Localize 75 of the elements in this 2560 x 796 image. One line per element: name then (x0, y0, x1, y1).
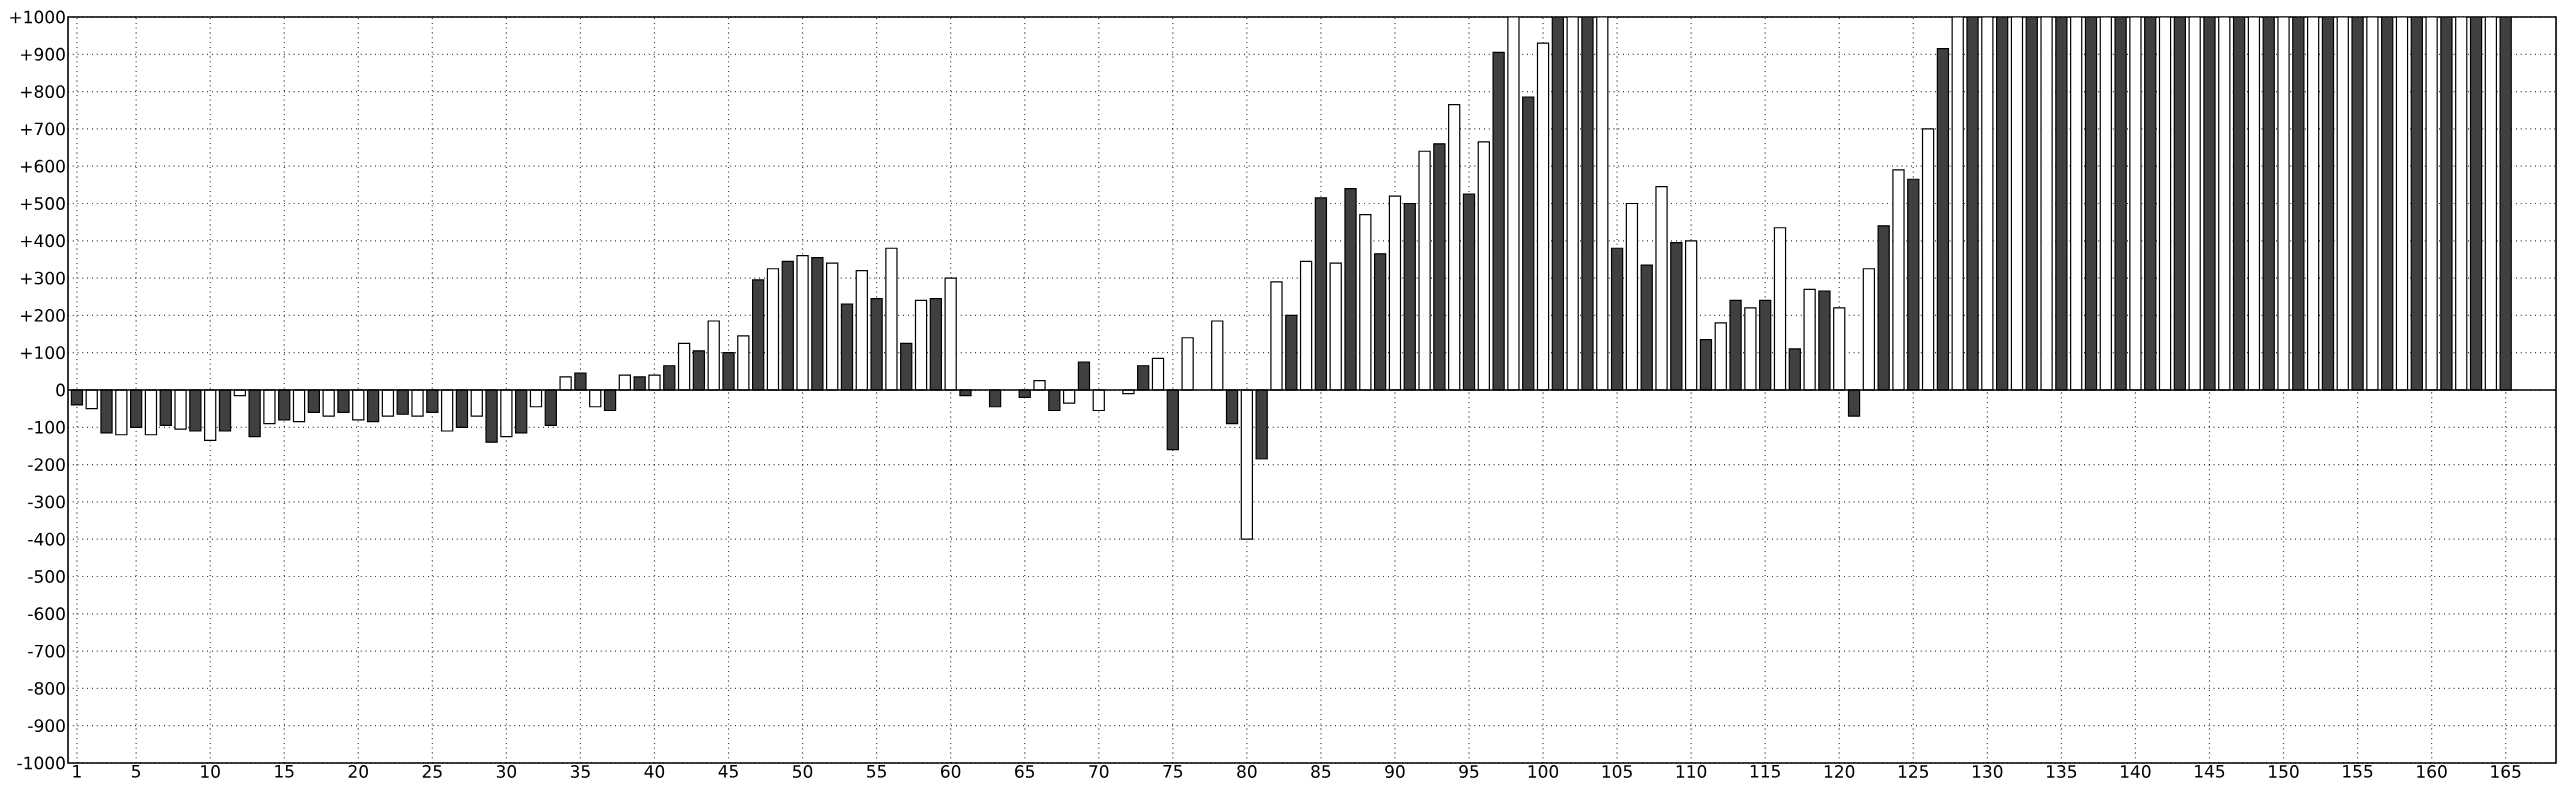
y-tick-label: -400 (28, 532, 65, 546)
x-tick-label: 80 (1237, 765, 1257, 778)
bar (1492, 51, 1505, 391)
bar (2321, 16, 2335, 391)
x-tick-label: 130 (1972, 765, 2003, 778)
x-tick-label: 35 (570, 765, 590, 778)
x-tick-label: 20 (348, 765, 368, 778)
x-tick-label: 135 (2047, 765, 2077, 778)
bar (2262, 16, 2275, 391)
bar (2292, 16, 2305, 391)
bar (2173, 16, 2187, 391)
x-tick-label: 40 (644, 765, 665, 778)
y-tick-label: +600 (21, 159, 65, 173)
bar (2469, 16, 2483, 391)
bar (2232, 16, 2246, 391)
y-tick-label: -500 (28, 570, 65, 583)
bar (1551, 16, 1565, 391)
bar (2381, 16, 2394, 391)
x-tick-label: 120 (1824, 765, 1855, 778)
y-tick-label: +1000 (10, 10, 65, 24)
y-tick-label: 0 (56, 383, 65, 397)
x-tick-label: 1 (73, 765, 81, 778)
y-tick-label: +300 (21, 271, 65, 285)
bar (2114, 16, 2127, 391)
y-tick-label: +100 (21, 346, 65, 360)
x-tick-label: 95 (1459, 765, 1479, 778)
x-tick-label: 65 (1015, 765, 1035, 778)
y-tick-label: +200 (21, 308, 65, 322)
x-tick-label: 110 (1676, 765, 1707, 778)
y-tick-label: -200 (28, 458, 65, 472)
x-tick-label: 85 (1311, 765, 1331, 778)
y-tick-label: +900 (21, 47, 65, 61)
y-tick-label: -1000 (17, 756, 65, 770)
x-tick-label: 145 (2195, 765, 2225, 778)
bar (1936, 48, 1950, 391)
x-tick-label: 125 (1898, 765, 1928, 778)
x-tick-label: 105 (1602, 765, 1632, 778)
y-tick-label: -600 (28, 607, 65, 621)
bar (2144, 16, 2157, 391)
bar (2410, 16, 2423, 391)
bar (2499, 16, 2512, 391)
x-tick-label: 70 (1089, 765, 1109, 778)
x-tick-label: 165 (2491, 765, 2521, 778)
x-tick-label: 25 (422, 765, 442, 778)
y-tick-label: -100 (28, 420, 65, 434)
y-tick-label: +800 (21, 85, 65, 99)
x-tick-label: 75 (1163, 765, 1183, 778)
bar (2025, 16, 2038, 391)
x-tick-label: 15 (275, 765, 294, 778)
y-tick-label: +400 (21, 234, 65, 248)
y-tick-label: -800 (28, 681, 65, 695)
x-tick-label: 30 (496, 765, 517, 778)
x-tick-label: 115 (1750, 765, 1780, 778)
y-tick-label: +700 (21, 122, 65, 136)
x-tick-label: 100 (1528, 765, 1559, 778)
x-tick-label: 50 (793, 765, 813, 778)
x-tick-label: 160 (2417, 765, 2447, 778)
bar (1995, 16, 2009, 391)
bar (2084, 16, 2098, 391)
y-tick-label: -900 (28, 719, 65, 733)
bar (1522, 96, 1535, 391)
x-tick-label: 140 (2121, 765, 2151, 778)
y-tick-label: -300 (28, 495, 65, 509)
bar (1433, 143, 1446, 391)
x-tick-label: 10 (201, 765, 220, 778)
x-tick-label: 60 (941, 765, 961, 778)
bar (2055, 16, 2068, 391)
y-tick-label: +500 (21, 197, 65, 210)
x-tick-label: 55 (867, 765, 886, 778)
x-tick-label: 5 (132, 765, 141, 778)
y-tick-label: -700 (28, 644, 65, 658)
x-tick-label: 45 (718, 765, 738, 778)
x-tick-label: 150 (2269, 765, 2299, 778)
x-tick-label: 155 (2343, 765, 2373, 778)
x-tick-label: 90 (1385, 765, 1405, 778)
